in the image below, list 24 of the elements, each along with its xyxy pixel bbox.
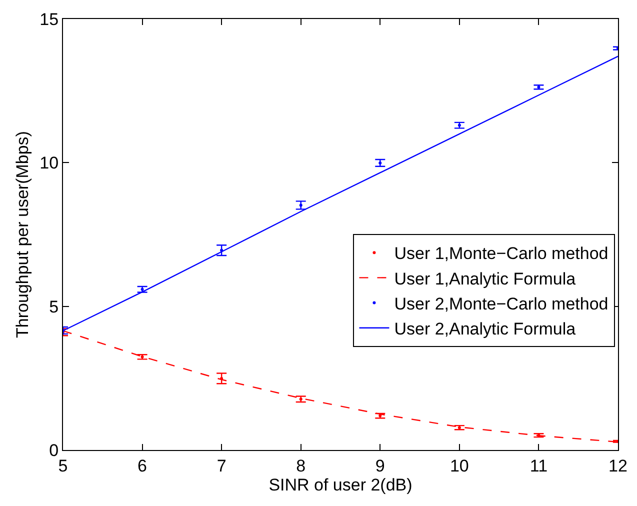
legend-label: User 2,Analytic Formula (394, 320, 576, 339)
x-tick-label: 6 (138, 456, 148, 476)
point (378, 414, 382, 418)
y-tick-label: 15 (40, 10, 59, 29)
point (140, 355, 144, 358)
point (458, 124, 461, 127)
x-axis-title: SINR of user 2(dB) (268, 475, 412, 494)
legend-label: User 1,Analytic Formula (394, 269, 576, 288)
y-tick-label: 10 (40, 154, 59, 173)
y-axis-title: Throughput per user(Mbps) (13, 131, 32, 338)
x-tick-label: 11 (530, 456, 548, 476)
x-tick-label: 12 (608, 456, 628, 476)
y-tick-label: 5 (49, 297, 59, 316)
legend-label: User 1,Monte−Carlo method (394, 244, 608, 264)
point (537, 86, 540, 89)
point (140, 288, 144, 291)
legend-label: User 2,Monte−Carlo method (394, 294, 608, 314)
point (299, 398, 302, 401)
x-tick-label: 8 (296, 456, 306, 476)
x-tick-label: 9 (375, 456, 385, 476)
x-tick-label: 7 (216, 456, 226, 476)
y-tick-label: 0 (49, 440, 59, 460)
x-tick-label: 10 (450, 456, 469, 476)
point (458, 426, 461, 430)
